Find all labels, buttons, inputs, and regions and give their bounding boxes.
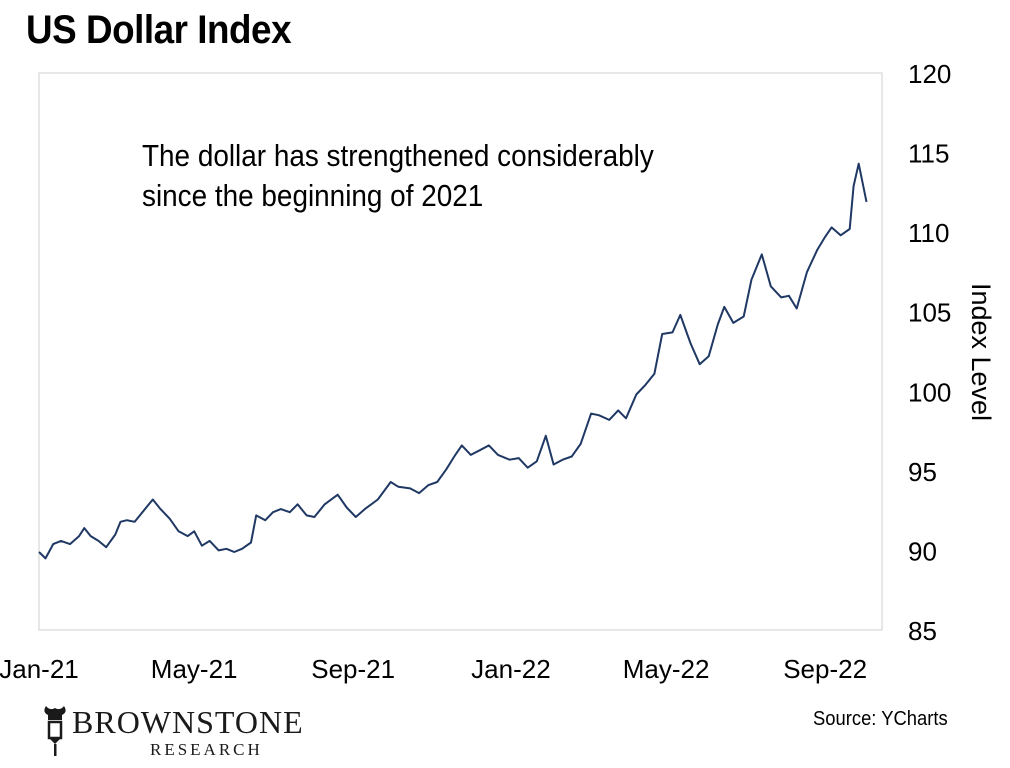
lamp-icon xyxy=(44,706,66,756)
y-tick-label: 95 xyxy=(908,457,937,487)
y-tick-label: 85 xyxy=(908,616,937,646)
y-tick-label: 100 xyxy=(908,377,951,407)
y-tick-label: 120 xyxy=(908,59,951,89)
x-axis: Jan-21 May-21 Sep-21 Jan-22 May-22 Sep-22 xyxy=(0,654,867,684)
y-axis: 85 90 95 100 105 110 115 120 xyxy=(908,59,951,646)
x-tick-label: Sep-21 xyxy=(311,654,395,684)
dollar-index-line xyxy=(38,162,868,560)
chart: 85 90 95 100 105 110 115 120 Jan-21 May-21 Sep-21… xyxy=(0,59,996,684)
y-tick-label: 110 xyxy=(908,218,949,248)
x-tick-label: Jan-22 xyxy=(471,654,551,684)
plot-area xyxy=(38,72,883,631)
x-tick-label: Jan-21 xyxy=(0,654,79,684)
x-tick-label: May-22 xyxy=(623,654,710,684)
y-tick-label: 105 xyxy=(908,298,951,328)
brand-subtitle: RESEARCH xyxy=(150,740,263,759)
annotation-line-1: The dollar has strengthened considerably xyxy=(142,138,654,173)
annotation: The dollar has strengthened considerably… xyxy=(142,136,654,216)
y-tick-label: 115 xyxy=(908,139,949,169)
source-note: Source: YCharts xyxy=(813,708,948,730)
chart-title: US Dollar Index xyxy=(26,8,292,52)
brand-name: BROWNSTONE xyxy=(72,704,304,740)
brownstone-logo: BROWNSTONE RESEARCH xyxy=(40,702,360,762)
y-axis-label: Index Level xyxy=(966,283,996,421)
annotation-line-2: since the beginning of 2021 xyxy=(142,178,484,213)
x-tick-label: Sep-22 xyxy=(783,654,867,684)
y-tick-label: 90 xyxy=(908,536,937,566)
x-tick-label: May-21 xyxy=(151,654,238,684)
